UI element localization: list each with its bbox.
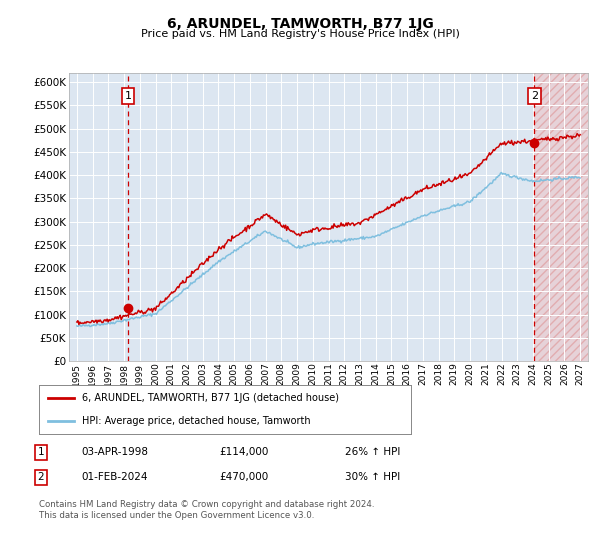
Text: Price paid vs. HM Land Registry's House Price Index (HPI): Price paid vs. HM Land Registry's House … <box>140 29 460 39</box>
Text: £114,000: £114,000 <box>219 447 268 458</box>
Text: HPI: Average price, detached house, Tamworth: HPI: Average price, detached house, Tamw… <box>82 416 310 426</box>
Text: 1: 1 <box>124 91 131 101</box>
Text: 26% ↑ HPI: 26% ↑ HPI <box>345 447 400 458</box>
Text: 01-FEB-2024: 01-FEB-2024 <box>81 472 148 482</box>
Text: 1: 1 <box>37 447 44 458</box>
Text: 6, ARUNDEL, TAMWORTH, B77 1JG: 6, ARUNDEL, TAMWORTH, B77 1JG <box>167 17 433 31</box>
Text: 6, ARUNDEL, TAMWORTH, B77 1JG (detached house): 6, ARUNDEL, TAMWORTH, B77 1JG (detached … <box>82 393 339 403</box>
Text: 2: 2 <box>530 91 538 101</box>
Text: 30% ↑ HPI: 30% ↑ HPI <box>345 472 400 482</box>
Bar <box>534 73 588 361</box>
Text: £470,000: £470,000 <box>219 472 268 482</box>
Text: 2: 2 <box>37 472 44 482</box>
Text: Contains HM Land Registry data © Crown copyright and database right 2024.
This d: Contains HM Land Registry data © Crown c… <box>39 500 374 520</box>
Text: 03-APR-1998: 03-APR-1998 <box>81 447 148 458</box>
